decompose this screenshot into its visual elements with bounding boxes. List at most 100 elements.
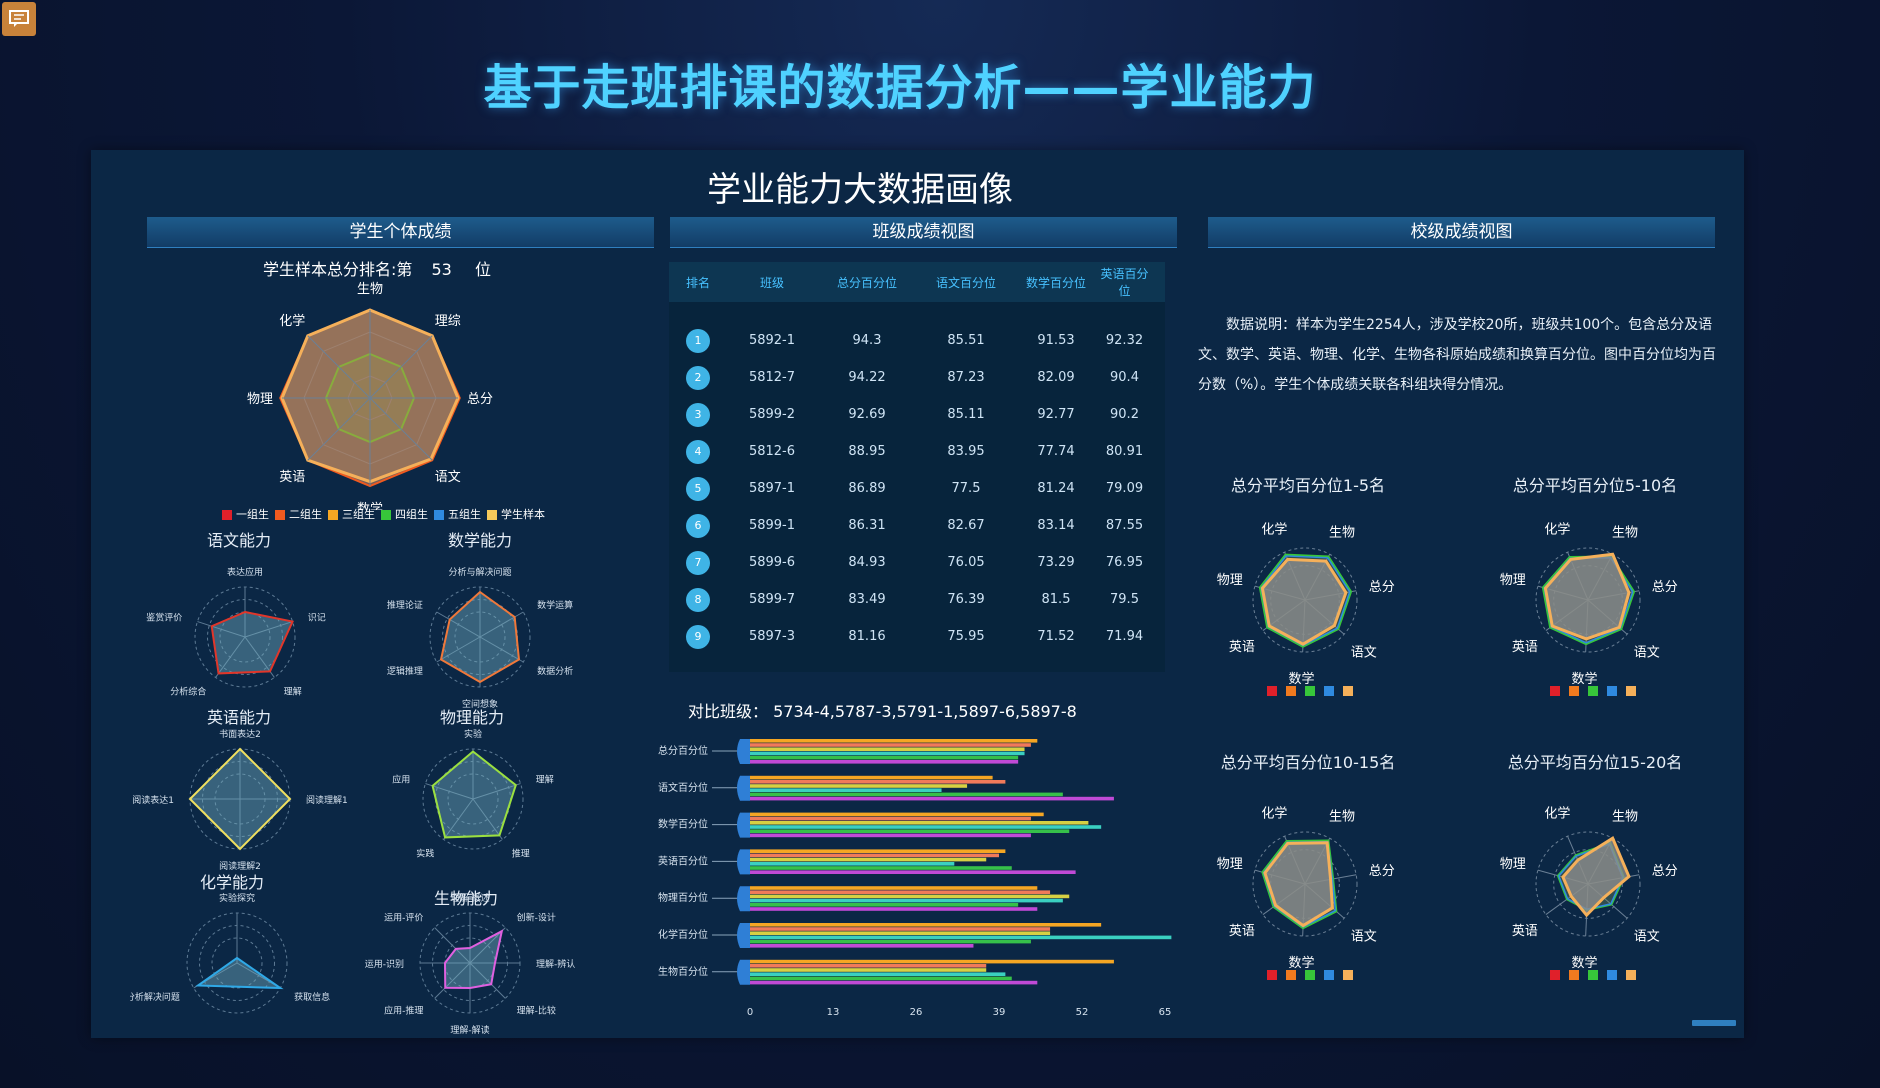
legend-item[interactable]: 学生样本 [487,508,545,521]
rank-badge: 1 [669,328,727,353]
table-cell: 71.94 [1105,629,1144,644]
school-radar-legend-swatch [1569,970,1579,980]
th-total: 总分百分位 [836,275,897,290]
school-radar-axis-label: 物理 [1500,573,1526,588]
school-radar-legend-swatch [1267,686,1277,696]
school-radar-legend-swatch [1569,686,1579,696]
table-row[interactable]: 3 5899-2 92.69 85.11 92.77 90.2 [669,396,1165,433]
comment-icon [9,10,29,27]
table-body[interactable]: 1 5892-1 94.3 85.51 91.53 92.32 2 5812-7 94.22 87… [669,322,1165,655]
sub-radar-axis-label: 运用-评价 [384,912,423,923]
sub-radar-ring [454,611,506,663]
bar-mark [750,825,1102,829]
sub-radar-axis-label: 阅读理解2 [219,860,261,872]
table-row[interactable]: 7 5899-6 84.93 76.05 73.29 76.95 [669,544,1165,581]
school-radar-legend-swatch [1588,686,1598,696]
school-radar-legend-swatch [1324,686,1334,696]
bar-mark [750,927,1051,931]
sub-radar-axis-label: 表达应用 [227,566,263,578]
table-cell: 5899-7 [748,592,796,607]
table-cell: 5899-1 [748,518,796,533]
school-chart-title-2: 总分平均百分位5-10名 [1512,476,1678,495]
legend-item[interactable]: 一组生 [222,508,269,521]
bar-mark [750,849,1006,853]
sub-radar-spoke [436,636,481,663]
bar-mark [750,816,1031,821]
bar-category-label: 化学百分位 [658,928,708,941]
legend-item[interactable]: 二组生 [275,508,322,521]
school-radar-axis-label: 数学 [1288,671,1314,687]
sub-radar-spoke [434,927,471,964]
bar-mark [750,792,1063,797]
comment-button[interactable] [2,2,36,36]
school-radar-series [1263,841,1334,928]
th-chinese: 语文百分位 [935,275,996,290]
sub-radar-spoke [436,611,481,638]
legend-item[interactable]: 三组生 [328,508,375,521]
bar-mark [750,886,1038,890]
bar-mark [750,944,974,948]
table-row[interactable]: 1 5892-1 94.3 85.51 91.53 92.32 [669,322,1165,359]
school-radar-axis-label: 总分 [1652,580,1678,595]
table-row[interactable]: 6 5899-1 86.31 82.67 83.14 87.55 [669,507,1165,544]
bar-category-cap [737,775,750,801]
sub-radar-ring [447,773,499,825]
sub-radar-axis-label: 理解-概述 [450,892,489,904]
sub-radar-spoke [479,636,524,663]
main-radar-axis-label: 数学 [357,501,383,510]
school-radar-ring [1270,849,1340,919]
main-radar-axis-label: 物理 [247,392,273,407]
bar-mark [750,833,1031,838]
table-row[interactable]: 8 5899-7 83.49 76.39 81.5 79.5 [669,581,1165,618]
rank-text: 学生样本总分排名:第 53 位 [263,256,491,280]
table-cell: 81.5 [1041,592,1071,607]
school-radar-axis-label: 数学 [1571,955,1597,971]
table-cell: 94.22 [848,370,886,385]
table-cell: 83.95 [947,444,985,459]
bar-mark [750,857,987,862]
sub-radar-axis-label: 理解-辨认 [536,958,575,970]
sub-radar-spoke [197,621,246,638]
school-radar-axis-label: 化学 [1544,521,1570,537]
legend-item[interactable]: 四组生 [381,508,428,521]
table-row[interactable]: 4 5812-6 88.95 83.95 77.74 80.91 [669,433,1165,470]
compare-line: 对比班级： 5734-4,5787-3,5791-1,5897-6,5897-8 [688,698,1077,722]
bar-category-label: 总分百分位 [658,744,708,757]
school-radar-legend-swatch [1286,686,1296,696]
class-table: 排名 班级 总分百分位 语文百分位 数学百分位 英语百分位 1 5892-1 94.… [669,262,1165,672]
table-cell: 5897-3 [748,629,796,644]
bar-x-tick: 13 [827,1007,840,1018]
table-row[interactable]: 2 5812-7 94.22 87.23 82.09 90.4 [669,359,1165,396]
bar-mark [750,784,968,788]
sub-radar-axis-label: 分析与解决问题 [448,566,511,578]
legend-item[interactable]: 五组生 [434,508,481,521]
main-radar-axis-label: 总分 [467,392,493,407]
school-radar-axis-label: 生物 [1329,525,1355,540]
school-chart-title-1: 总分平均百分位1-5名 [1230,476,1386,495]
sub-radar-axis-label: 分析解决问题 [130,991,180,1003]
school-radar-axis-label: 语文 [1351,645,1377,660]
section-student: 学生个体成绩 [147,217,654,248]
table-cell: 90.4 [1110,370,1139,385]
rank-badge: 9 [669,624,727,649]
school-radar-axis-label: 总分 [1369,864,1395,879]
bar-mark [750,890,1051,894]
main-radar-spoke [307,397,371,461]
sub-radar-axis-label: 应用-推理 [384,1005,423,1017]
table-cell: 87.55 [1105,518,1144,533]
sub-radar-axis-label: 逻辑推理 [387,665,423,677]
table-cell: 84.93 [848,555,886,570]
school-radar-axis-label: 生物 [1329,809,1355,824]
table-cell: 79.5 [1110,592,1139,607]
school-radar-legend-swatch [1550,970,1560,980]
school-chart-title-3: 总分平均百分位10-15名 [1220,753,1396,772]
table-row[interactable]: 5 5897-1 86.89 77.5 81.24 79.09 [669,470,1165,507]
rank-suffix: 位 [474,260,491,279]
school-radar-legend-swatch [1343,970,1353,980]
bar-category-label: 英语百分位 [658,854,708,867]
sub-radar-spoke [469,962,506,999]
table-row[interactable]: 9 5897-3 81.16 75.95 71.52 71.94 [669,618,1165,655]
main-radar-axis-label: 化学 [279,313,305,329]
sub-radar-series [431,750,517,839]
